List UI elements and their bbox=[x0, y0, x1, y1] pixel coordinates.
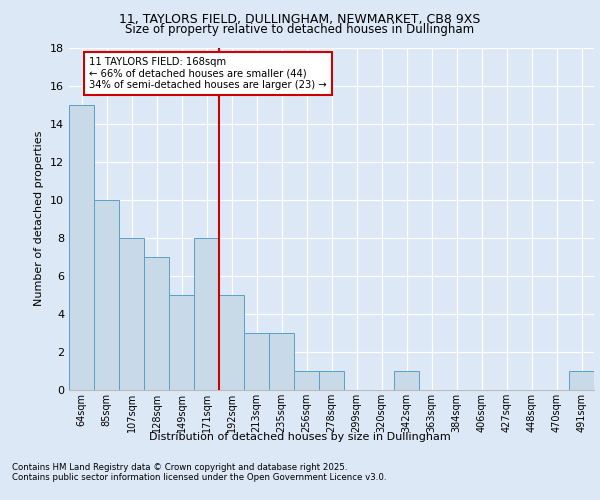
Text: Contains public sector information licensed under the Open Government Licence v3: Contains public sector information licen… bbox=[12, 472, 386, 482]
Bar bbox=[269, 333, 294, 390]
Bar bbox=[119, 238, 144, 390]
Bar bbox=[319, 371, 344, 390]
Text: Contains HM Land Registry data © Crown copyright and database right 2025.: Contains HM Land Registry data © Crown c… bbox=[12, 462, 347, 471]
Y-axis label: Number of detached properties: Number of detached properties bbox=[34, 131, 44, 306]
Bar bbox=[244, 333, 269, 390]
Bar bbox=[69, 104, 94, 390]
Bar bbox=[569, 371, 594, 390]
Bar bbox=[169, 295, 194, 390]
Bar bbox=[194, 238, 219, 390]
Bar bbox=[94, 200, 119, 390]
Bar bbox=[394, 371, 419, 390]
Text: Size of property relative to detached houses in Dullingham: Size of property relative to detached ho… bbox=[125, 22, 475, 36]
Text: 11 TAYLORS FIELD: 168sqm
← 66% of detached houses are smaller (44)
34% of semi-d: 11 TAYLORS FIELD: 168sqm ← 66% of detach… bbox=[89, 57, 326, 90]
Text: Distribution of detached houses by size in Dullingham: Distribution of detached houses by size … bbox=[149, 432, 451, 442]
Text: 11, TAYLORS FIELD, DULLINGHAM, NEWMARKET, CB8 9XS: 11, TAYLORS FIELD, DULLINGHAM, NEWMARKET… bbox=[119, 12, 481, 26]
Bar bbox=[294, 371, 319, 390]
Bar bbox=[144, 257, 169, 390]
Bar bbox=[219, 295, 244, 390]
